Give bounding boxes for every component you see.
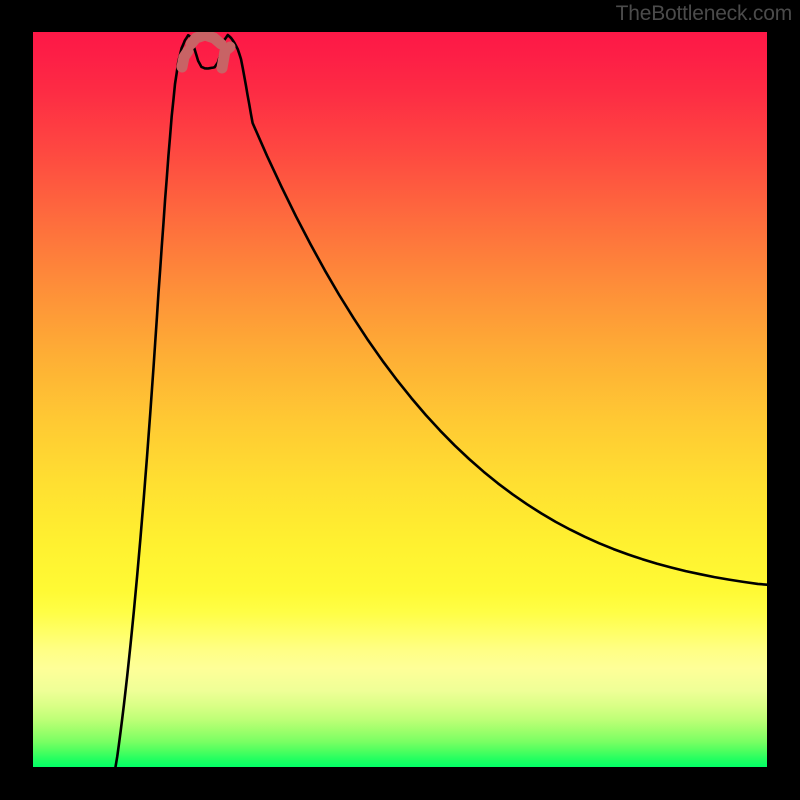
plot-area xyxy=(33,32,767,767)
overlay-markers xyxy=(182,35,230,68)
frame-bottom xyxy=(0,767,800,800)
frame-left xyxy=(0,0,33,800)
overlay-marker-segment xyxy=(222,47,230,68)
frame-right xyxy=(767,0,800,800)
chart-svg xyxy=(33,32,767,767)
bottleneck-curve xyxy=(116,35,768,767)
overlay-marker-segment xyxy=(182,51,188,67)
overlay-marker-segment xyxy=(191,35,221,44)
watermark-text: TheBottleneck.com xyxy=(616,2,792,26)
